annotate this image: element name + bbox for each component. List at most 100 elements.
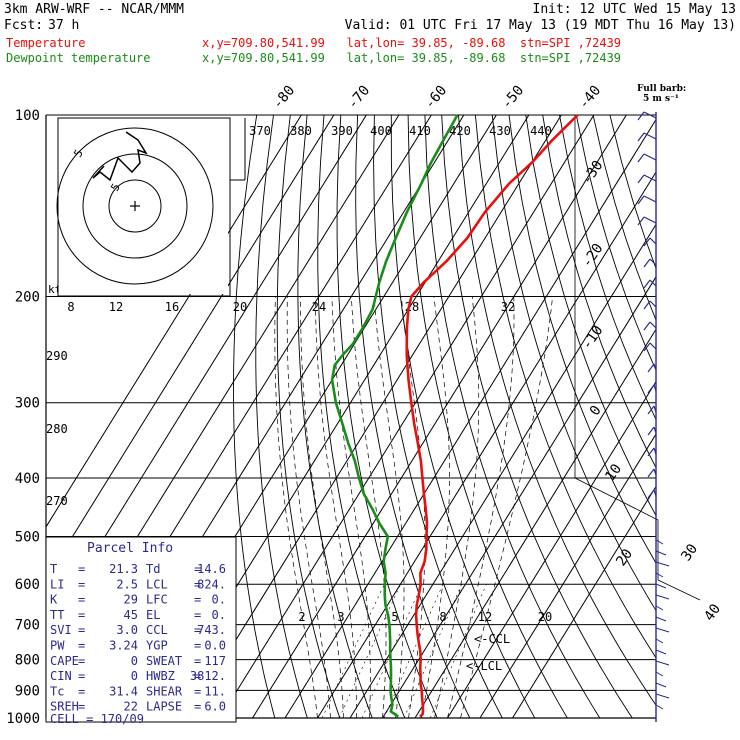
- theta-label: 390: [331, 124, 353, 138]
- mixing-ratio-line: [383, 584, 444, 718]
- parcel-key: SREH: [50, 700, 79, 714]
- wind-barb: [643, 174, 657, 182]
- wind-barb: [655, 561, 670, 567]
- parcel-key: YGP: [146, 639, 168, 653]
- dry-adiabat-line: [373, 115, 503, 718]
- wind-barb: [643, 195, 657, 203]
- parcel-eq: =: [194, 654, 201, 668]
- dry-adiabat-line: [390, 115, 536, 718]
- dry-adiabat-line: [317, 115, 406, 718]
- moist-adiabat-line: [314, 296, 357, 718]
- wind-barb: [649, 237, 657, 245]
- isotherm-label: 40: [701, 601, 724, 624]
- parcel-cell: CELL = 170/09: [50, 712, 144, 726]
- parcel-value: 2.5: [116, 577, 138, 591]
- wind-barb: [655, 539, 664, 545]
- mixing-ratio-label: 12: [478, 610, 492, 624]
- parcel-key: TT: [50, 608, 64, 622]
- parcel-eq: =: [194, 593, 201, 607]
- pressure-tick-label: 500: [15, 529, 40, 545]
- parcel-value: 824.: [197, 577, 226, 591]
- parcel-eq: =: [194, 623, 201, 637]
- hodograph-trace: [92, 131, 148, 182]
- wind-barb: [643, 342, 651, 352]
- theta-left-label: 270: [46, 494, 68, 508]
- wind-barb: [653, 405, 657, 413]
- moist-adiabat-line: [331, 296, 371, 718]
- dewpoint-legend: Dewpoint temperature: [6, 51, 151, 65]
- wind-barb: [653, 468, 657, 476]
- lcl-annotation: <-LCL: [466, 659, 502, 673]
- isotherm-line: [447, 380, 656, 718]
- wind-barb: [637, 174, 645, 184]
- parcel-value: 0: [131, 654, 138, 668]
- isotherm-label: 30: [678, 541, 701, 564]
- wind-barb: [647, 405, 655, 415]
- isotherm-line: [317, 171, 656, 718]
- wind-barb: [655, 704, 664, 710]
- parcel-eq: =: [194, 684, 201, 698]
- parcel-key: T: [50, 562, 57, 576]
- temperature-trace: [405, 114, 579, 718]
- dry-adiabat-line: [336, 115, 438, 718]
- parcel-key: LFC: [146, 593, 168, 607]
- parcel-key: CIN: [50, 669, 72, 683]
- parcel-key: HWBZ: [146, 669, 175, 683]
- parcel-value: 6.0: [204, 700, 226, 714]
- hodograph-ring: [108, 179, 162, 233]
- forecast-hours: 37 h: [48, 18, 80, 33]
- parcel-value: 14.6: [197, 562, 226, 576]
- temperature-legend: Temperature: [6, 36, 86, 50]
- mixing-ratio-line: [321, 584, 385, 718]
- hodograph-speed-label: 8: [67, 300, 74, 314]
- dry-adiabat-line: [458, 115, 656, 707]
- moist-adiabat-line: [373, 296, 405, 718]
- pressure-tick-label: 100: [15, 108, 40, 124]
- valid-time: Valid: 01 UTC Fri 17 May 13 (19 MDT Thu …: [344, 18, 736, 33]
- theta-label: 380: [290, 124, 312, 138]
- isotherm-label: -40: [576, 83, 605, 113]
- wind-barb: [653, 363, 657, 371]
- mixing-ratio-label: 5: [391, 610, 398, 624]
- wind-barbs: [637, 111, 670, 722]
- parcel-value: 11.: [204, 684, 226, 698]
- wind-barb: [655, 605, 664, 611]
- hodograph-ring: [56, 127, 214, 285]
- parcel-eq: =: [78, 669, 85, 683]
- hodograph-speed-label: 16: [165, 300, 179, 314]
- moist-adiabat-line: [300, 296, 344, 718]
- wind-barb: [643, 321, 651, 331]
- theta-left-label: 290: [46, 349, 68, 363]
- wind-barb: [643, 237, 651, 247]
- wind-barb: [647, 468, 655, 478]
- dry-adiabat-line: [508, 115, 656, 564]
- mixing-ratio-label: 8: [439, 610, 446, 624]
- parcel-key: LCL: [146, 577, 168, 591]
- isotherm-label: 20: [613, 546, 636, 569]
- dry-adiabat-line: [491, 115, 656, 612]
- isotherm-label: -10: [579, 323, 607, 353]
- parcel-key: PW: [50, 639, 65, 653]
- dewpoint-station-info: x,y=709.80,541.99 lat,lon= 39.85, -89.68…: [202, 51, 622, 65]
- wind-barb: [655, 671, 664, 677]
- dry-adiabat-line: [276, 115, 341, 718]
- pressure-tick-label: 1000: [6, 711, 40, 727]
- dry-adiabat-line: [592, 115, 656, 322]
- parcel-key: EL: [146, 608, 160, 622]
- mixing-ratio-label: 2: [298, 610, 305, 624]
- wind-barb: [637, 132, 645, 142]
- hodograph-ring: [82, 153, 188, 259]
- isotherm-label: -70: [345, 83, 374, 113]
- wind-barb: [647, 447, 655, 457]
- wind-barb: [643, 279, 651, 289]
- parcel-key: Td: [146, 562, 160, 576]
- isotherm-line: [219, 115, 595, 718]
- isotherm-label: 10: [602, 461, 625, 484]
- isotherm-line: [349, 223, 656, 718]
- mixing-ratio-line: [339, 584, 401, 718]
- wind-barb: [637, 111, 645, 121]
- wind-barb: [637, 216, 645, 226]
- parcel-eq: =: [78, 608, 85, 622]
